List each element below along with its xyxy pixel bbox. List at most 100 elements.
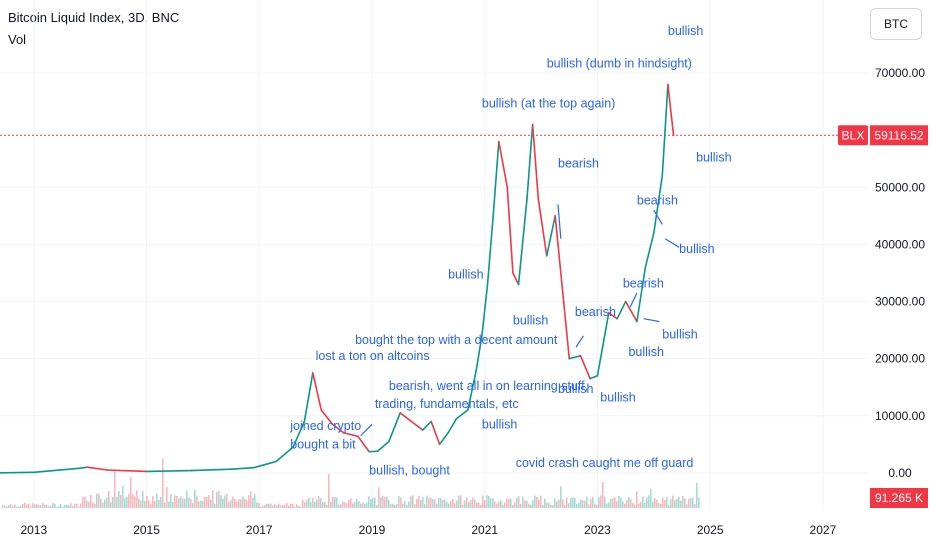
volume-bar bbox=[134, 496, 136, 508]
volume-bars bbox=[2, 458, 700, 508]
volume-bar bbox=[408, 501, 410, 508]
volume-bar bbox=[48, 505, 50, 508]
annotation-13: bearish bbox=[558, 156, 599, 170]
x-tick-label-5: 2023 bbox=[584, 523, 611, 537]
volume-bar bbox=[238, 499, 240, 508]
volume-bar bbox=[338, 504, 340, 508]
series-segment-10 bbox=[275, 446, 294, 463]
volume-bar bbox=[476, 502, 478, 508]
volume-bar bbox=[156, 493, 158, 508]
series-segment-45 bbox=[589, 374, 599, 380]
volume-bar bbox=[332, 496, 334, 508]
volume-bar bbox=[676, 498, 678, 508]
volume-bar bbox=[566, 497, 568, 508]
symbol-button[interactable]: BTC bbox=[870, 8, 922, 40]
series-segment-52 bbox=[653, 175, 664, 234]
volume-bar bbox=[210, 499, 212, 508]
volume-bar bbox=[374, 497, 376, 508]
volume-bar bbox=[228, 502, 230, 508]
volume-bar bbox=[88, 501, 90, 508]
volume-bar bbox=[564, 504, 566, 508]
annotation-22: bullish bbox=[696, 151, 731, 165]
volume-bar bbox=[352, 503, 354, 508]
volume-bar bbox=[594, 503, 596, 508]
volume-bar bbox=[22, 504, 24, 508]
x-tick-label-4: 2021 bbox=[471, 523, 498, 537]
volume-bar bbox=[454, 503, 456, 508]
volume-bar bbox=[56, 506, 58, 508]
volume-bar bbox=[142, 491, 144, 508]
volume-bar bbox=[166, 487, 168, 508]
volume-bar bbox=[314, 501, 316, 508]
volume-bar bbox=[304, 502, 306, 508]
volume-bar bbox=[666, 497, 668, 508]
volume-bar bbox=[138, 498, 140, 508]
volume-bar bbox=[8, 505, 10, 508]
volume-bar bbox=[508, 498, 510, 508]
volume-bar bbox=[28, 503, 30, 508]
volume-bar bbox=[52, 502, 54, 508]
series-segment-49 bbox=[624, 300, 638, 323]
volume-bar bbox=[624, 503, 626, 508]
series-segment-19 bbox=[376, 440, 390, 452]
volume-bar bbox=[122, 486, 124, 508]
volume-bar bbox=[536, 496, 538, 508]
volume-bar bbox=[612, 498, 614, 508]
volume-bar bbox=[24, 502, 26, 508]
volume-bar bbox=[484, 500, 486, 508]
volume-bar bbox=[40, 505, 42, 508]
volume-bar bbox=[62, 506, 64, 508]
volume-bar bbox=[654, 498, 656, 508]
volume-bar bbox=[196, 496, 198, 508]
volume-bar bbox=[506, 498, 508, 508]
series-segment-14 bbox=[320, 409, 334, 426]
volume-bar bbox=[440, 498, 442, 508]
annotation-12: bullish (dumb in hindsight) bbox=[547, 56, 692, 70]
volume-bar bbox=[340, 503, 342, 508]
volume-bar bbox=[176, 496, 178, 508]
volume-bar bbox=[82, 496, 84, 508]
volume-bar bbox=[364, 503, 366, 508]
volume-bar bbox=[220, 495, 222, 508]
volume-bar bbox=[386, 496, 388, 508]
volume-bar bbox=[328, 473, 330, 508]
y-tick-label-5: 50000.00 bbox=[875, 180, 925, 194]
volume-bar bbox=[120, 494, 122, 508]
volume-bar bbox=[462, 504, 464, 508]
volume-bar bbox=[680, 500, 682, 508]
volume-bar bbox=[546, 502, 548, 508]
volume-bar bbox=[490, 498, 492, 508]
series-segment-8 bbox=[230, 466, 255, 470]
volume-bar bbox=[668, 504, 670, 508]
volume-bar bbox=[446, 502, 448, 508]
volume-bar bbox=[6, 506, 8, 508]
volume-bar bbox=[678, 497, 680, 508]
volume-bar bbox=[110, 502, 112, 508]
y-tick-label-2: 20000.00 bbox=[875, 352, 925, 366]
volume-bar bbox=[622, 501, 624, 508]
series-segment-4 bbox=[86, 466, 108, 471]
volume-bar bbox=[240, 499, 242, 508]
volume-bar bbox=[674, 500, 676, 508]
series-segment-11 bbox=[292, 420, 306, 448]
annotation-7: bullish bbox=[482, 417, 517, 431]
volume-bar bbox=[552, 504, 554, 508]
volume-bar bbox=[584, 500, 586, 508]
series-segment-25 bbox=[438, 432, 449, 446]
series-segment-39 bbox=[537, 197, 548, 257]
volume-bar bbox=[290, 503, 292, 508]
annotation-19: bullish bbox=[662, 328, 697, 342]
volume-bar bbox=[464, 500, 466, 508]
volume-bar bbox=[432, 499, 434, 508]
volume-bar bbox=[406, 504, 408, 508]
volume-bar bbox=[154, 500, 156, 508]
volume-bar bbox=[16, 506, 18, 508]
volume-bar bbox=[526, 500, 528, 508]
volume-bar bbox=[32, 503, 34, 508]
volume-bar bbox=[480, 504, 482, 508]
volume-bar bbox=[288, 505, 290, 508]
volume-bar bbox=[694, 503, 696, 508]
volume-bar bbox=[470, 500, 472, 508]
volume-bar bbox=[686, 504, 688, 508]
